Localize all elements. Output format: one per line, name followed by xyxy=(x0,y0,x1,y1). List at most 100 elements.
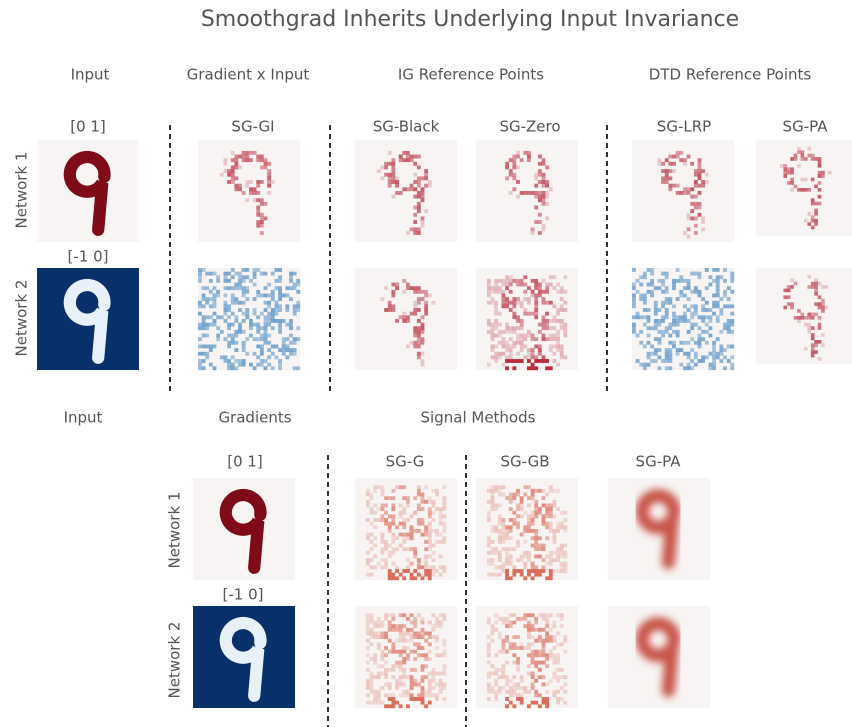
heat-cell xyxy=(810,312,815,317)
heat-cell xyxy=(398,638,403,643)
heat-cell xyxy=(406,150,410,155)
heat-cell xyxy=(289,319,293,323)
heat-cell xyxy=(230,150,235,155)
heat-cell xyxy=(365,613,370,618)
heat-cell xyxy=(693,231,698,235)
heat-cell xyxy=(245,337,250,342)
heat-cell xyxy=(537,704,542,709)
heat-cell xyxy=(519,344,524,349)
heat-cell xyxy=(252,271,257,276)
heat-cell xyxy=(219,329,224,334)
heat-cell xyxy=(701,355,706,360)
heat-cell xyxy=(391,514,396,519)
heat-cell xyxy=(642,344,647,349)
heat-cell xyxy=(664,300,669,305)
heat-cell xyxy=(505,638,509,643)
heat-cell xyxy=(387,667,392,672)
heat-cell xyxy=(686,191,691,195)
heat-cell xyxy=(552,344,557,349)
heat-cell xyxy=(369,689,374,694)
heat-cell xyxy=(427,700,432,705)
heat-cell xyxy=(406,569,410,573)
heat-cell xyxy=(530,649,535,654)
heat-cell xyxy=(683,187,687,192)
heat-cell xyxy=(523,191,528,195)
heat-cell xyxy=(668,169,673,173)
row-label: Network 2 xyxy=(13,280,31,357)
heat-cell xyxy=(278,293,282,298)
heat-cell xyxy=(505,275,509,280)
heat-cell xyxy=(559,510,564,515)
heat-cell xyxy=(719,329,724,334)
heat-cell xyxy=(494,282,499,287)
heat-cell xyxy=(398,664,403,669)
heat-cell xyxy=(523,613,528,618)
heat-cell xyxy=(380,176,385,181)
heat-cell xyxy=(227,278,231,283)
heat-cell xyxy=(205,297,210,301)
heat-cell xyxy=(657,278,662,283)
heat-cell xyxy=(523,539,528,544)
heat-cell xyxy=(259,231,264,235)
heat-cell xyxy=(530,682,535,687)
heat-cell xyxy=(512,572,517,577)
heat-cell xyxy=(534,300,539,305)
heat-cell xyxy=(435,682,439,687)
heat-cell xyxy=(442,539,447,544)
heat-cell xyxy=(516,297,520,301)
heat-cell xyxy=(708,315,713,320)
heat-cell xyxy=(632,300,636,305)
heat-cell xyxy=(642,322,647,327)
heat-cell xyxy=(730,271,735,276)
heat-cell xyxy=(807,326,812,330)
heat-cell xyxy=(548,572,553,577)
heat-cell xyxy=(505,165,509,170)
heat-cell xyxy=(556,308,560,312)
heat-cell xyxy=(365,550,370,555)
heat-cell xyxy=(563,289,568,294)
heat-cell xyxy=(541,682,546,687)
heat-cell xyxy=(653,326,658,331)
heat-cell xyxy=(527,525,531,530)
heat-cell xyxy=(391,289,396,294)
heat-cell xyxy=(661,329,665,334)
heat-cell xyxy=(497,492,502,497)
heat-cell xyxy=(263,326,268,331)
heat-cell xyxy=(810,326,815,330)
heat-cell xyxy=(527,311,531,316)
heat-cell xyxy=(420,340,425,345)
heat-cell xyxy=(198,326,202,331)
heat-cell xyxy=(416,642,421,647)
heat-cell xyxy=(686,351,691,356)
heat-cell xyxy=(406,158,410,163)
heat-cell xyxy=(804,218,808,223)
heat-cell xyxy=(793,184,798,189)
heat-cell xyxy=(427,183,432,188)
heat-cell xyxy=(409,525,414,530)
heat-cell xyxy=(387,529,392,533)
heat-cell xyxy=(245,154,250,159)
heat-cell xyxy=(672,282,676,287)
heat-cell xyxy=(369,635,374,639)
heat-cell xyxy=(420,351,425,356)
heat-cell xyxy=(245,198,250,203)
heat-cell xyxy=(289,275,293,280)
heat-cell xyxy=(376,169,381,173)
heat-cell xyxy=(519,678,524,683)
input-image xyxy=(193,478,295,580)
heat-cell xyxy=(804,177,808,182)
heat-cell xyxy=(409,631,414,636)
heat-cell xyxy=(413,569,418,573)
heat-cell xyxy=(715,351,720,356)
heat-cell xyxy=(486,319,491,323)
heat-cell xyxy=(413,300,418,305)
heat-cell xyxy=(263,293,268,298)
heat-cell xyxy=(369,521,374,526)
heat-cell xyxy=(249,322,253,327)
heat-cell xyxy=(486,518,491,522)
heat-cell xyxy=(534,176,539,181)
heat-cell xyxy=(384,646,388,650)
heat-cell xyxy=(501,616,506,621)
heat-cell xyxy=(650,359,655,363)
heat-cell xyxy=(523,275,528,280)
